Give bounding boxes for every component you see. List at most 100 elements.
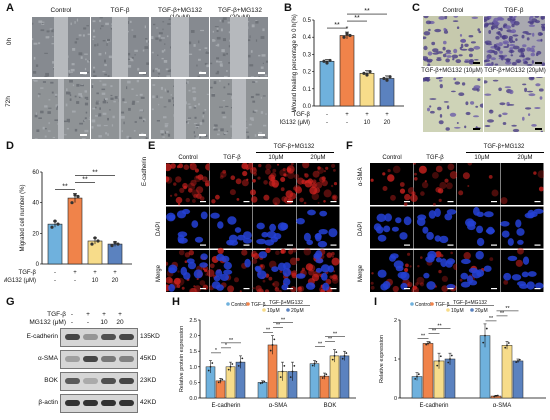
red-signal bbox=[432, 202, 436, 206]
if-tile-r1-c3 bbox=[249, 163, 297, 206]
significance-label: ** bbox=[82, 176, 88, 183]
chart-d-migrated-cells: 0 20 40 60 Migrated cell number (%) ** ** ** TGF… bbox=[4, 169, 132, 284]
red-signal bbox=[251, 253, 255, 258]
red-signal bbox=[280, 248, 286, 254]
nucleus bbox=[322, 282, 330, 291]
red-signal bbox=[177, 270, 180, 273]
stained-cell bbox=[521, 34, 525, 39]
stained-cell bbox=[540, 16, 545, 20]
blot-strip bbox=[60, 372, 138, 391]
data-point bbox=[493, 395, 496, 398]
red-signal bbox=[271, 282, 275, 286]
red-signal bbox=[334, 199, 337, 202]
red-signal bbox=[491, 189, 499, 197]
legend-label: 10μM bbox=[451, 308, 464, 314]
blot-kda-label: 135KD bbox=[140, 333, 160, 340]
panel-label-f: F bbox=[346, 140, 353, 152]
stained-cell bbox=[515, 38, 518, 42]
red-signal bbox=[272, 197, 281, 206]
panel-f-row-label-merge: Merge bbox=[358, 264, 364, 282]
legend-swatch bbox=[262, 308, 266, 312]
blot-protein-label: α-SMA bbox=[37, 355, 58, 362]
red-signal bbox=[270, 172, 277, 179]
red-signal bbox=[387, 169, 391, 173]
scale-bar bbox=[287, 288, 293, 290]
stained-cell bbox=[496, 31, 500, 35]
red-signal bbox=[188, 188, 193, 193]
stained-cell bbox=[503, 54, 508, 57]
nucleus bbox=[461, 258, 471, 265]
red-signal bbox=[257, 176, 261, 180]
nucleus bbox=[426, 231, 434, 240]
stained-cell bbox=[493, 50, 498, 55]
treatment-mg-value: - bbox=[74, 278, 76, 284]
if-tile-r3-c4 bbox=[500, 247, 544, 292]
nucleus bbox=[468, 267, 478, 274]
red-signal bbox=[201, 176, 208, 182]
red-signal bbox=[444, 178, 449, 183]
data-point bbox=[414, 377, 417, 380]
stained-cell bbox=[423, 36, 427, 40]
nucleus bbox=[511, 274, 522, 281]
y-axis-label: Relative protein expression bbox=[179, 326, 185, 392]
data-point bbox=[368, 70, 372, 74]
nucleus bbox=[281, 284, 289, 291]
scale-bar bbox=[287, 201, 293, 203]
stained-cell bbox=[512, 45, 520, 50]
panel-c-label-mg10: TGF-β+MG132 (10μM) bbox=[421, 68, 483, 74]
stained-cell bbox=[439, 84, 443, 89]
stained-cell bbox=[498, 42, 503, 47]
bar bbox=[67, 197, 83, 265]
y-tick-label: 2.5 bbox=[189, 318, 197, 324]
nucleus bbox=[168, 267, 176, 274]
stained-cell bbox=[502, 122, 507, 125]
red-signal bbox=[285, 190, 294, 198]
red-signal bbox=[538, 186, 544, 192]
red-signal bbox=[280, 177, 286, 182]
data-point bbox=[345, 352, 348, 354]
nucleus bbox=[320, 264, 330, 273]
nucleus bbox=[277, 262, 286, 271]
stained-cell bbox=[492, 19, 497, 24]
stained-cell bbox=[540, 38, 543, 42]
nucleus bbox=[376, 213, 387, 222]
stained-cell bbox=[499, 50, 503, 54]
data-point bbox=[53, 219, 57, 223]
y-tick-label: 0 bbox=[394, 396, 397, 402]
stained-cell bbox=[524, 87, 528, 93]
scale-bar bbox=[404, 288, 410, 290]
red-signal bbox=[287, 168, 294, 175]
red-signal bbox=[282, 167, 286, 172]
nucleus bbox=[166, 212, 176, 222]
red-signal bbox=[170, 194, 173, 197]
red-signal bbox=[277, 163, 279, 166]
red-signal bbox=[323, 200, 326, 203]
stained-cell bbox=[478, 30, 482, 34]
nucleus bbox=[460, 272, 469, 280]
red-signal bbox=[236, 198, 240, 201]
stained-cell bbox=[503, 46, 509, 48]
legend-label: TGF-β bbox=[435, 302, 450, 308]
stained-cell bbox=[470, 41, 476, 44]
y-tick-label: 1.5 bbox=[189, 349, 197, 355]
bar bbox=[444, 358, 456, 399]
red-signal bbox=[195, 175, 199, 179]
scale-bar bbox=[199, 72, 206, 74]
red-signal bbox=[305, 180, 308, 183]
data-point bbox=[328, 58, 332, 63]
stained-cell bbox=[445, 58, 450, 63]
stained-cell bbox=[451, 90, 456, 93]
nucleus bbox=[526, 281, 535, 290]
stained-cell bbox=[445, 127, 450, 131]
treatment-tgf-value: + bbox=[365, 112, 369, 118]
scratch-texture bbox=[92, 17, 149, 77]
red-signal bbox=[272, 281, 280, 288]
red-signal bbox=[256, 288, 264, 292]
legend-label: Control bbox=[415, 302, 431, 308]
data-point bbox=[231, 363, 234, 365]
blot-band bbox=[119, 356, 134, 362]
nucleus bbox=[211, 281, 221, 289]
legend-label: 10μM bbox=[267, 308, 280, 314]
red-signal bbox=[489, 257, 494, 261]
red-signal bbox=[279, 169, 287, 177]
